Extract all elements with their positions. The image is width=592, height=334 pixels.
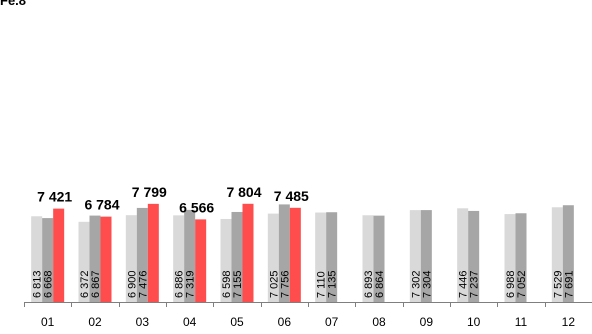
x-tick-label-04: 04 [183,315,197,329]
data-label-series-2-04: 7 319 [185,270,197,298]
x-tick-label-02: 02 [88,315,102,329]
data-label-series-2-10: 7 237 [469,270,481,298]
data-label-series-3-05: 7 804 [226,184,261,200]
data-label-series-3-02: 6 784 [84,197,119,213]
bar-series-1-10 [457,208,469,302]
x-tick-label-06: 06 [278,315,292,329]
bar-series-3-03 [147,203,159,302]
data-label-series-2-08: 6 864 [374,270,386,298]
data-label-series-1-10: 7 446 [458,270,470,298]
data-label-series-2-01: 6 668 [43,270,55,298]
data-label-series-3-06: 7 485 [274,188,309,204]
x-tick-label-08: 08 [372,315,386,329]
bar-series-1-05 [220,218,232,302]
data-label-series-1-04: 6 886 [174,270,186,298]
bar-series-3-06 [289,207,301,302]
corner-label: Fe.8 [0,0,27,8]
data-label-series-2-09: 7 304 [421,270,433,298]
bar-series-1-12 [551,207,563,302]
bar-series-1-09 [409,210,421,302]
data-label-series-1-03: 6 900 [126,270,138,298]
bar-series-2-02 [89,215,101,302]
data-label-series-2-11: 7 052 [516,270,528,298]
bar-series-1-07 [315,212,327,302]
bar-series-2-07 [326,212,338,302]
bar-series-1-03 [125,215,137,302]
bar-series-1-06 [267,213,279,302]
bar-series-3-05 [242,203,254,302]
data-label-series-3-03: 7 799 [132,184,167,200]
x-tick-label-11: 11 [515,315,528,329]
bar-series-2-10 [468,210,480,302]
bar-series-2-04 [184,209,196,302]
bar-series-1-08 [362,215,374,302]
x-tick-label-09: 09 [420,315,434,329]
data-label-series-2-02: 6 867 [90,270,102,298]
bar-series-2-12 [562,205,574,302]
x-tick-label-07: 07 [325,315,339,329]
data-label-series-1-09: 7 302 [410,270,422,298]
x-tick-label-03: 03 [136,315,150,329]
data-label-series-1-05: 6 598 [221,270,233,298]
data-label-series-2-05: 7 155 [232,270,244,298]
bar-series-3-04 [195,219,207,302]
data-label-series-2-06: 7 756 [279,270,291,298]
x-tick-label-12: 12 [562,315,576,329]
bar-series-3-01 [53,208,65,302]
bar-series-1-11 [504,214,516,302]
data-label-series-2-03: 7 476 [137,270,149,298]
data-label-series-2-12: 7 691 [563,270,575,298]
x-tick-label-10: 10 [467,315,481,329]
data-label-series-2-07: 7 135 [327,270,339,298]
bar-series-2-06 [278,204,290,302]
bar-series-2-03 [136,207,148,302]
data-label-series-1-02: 6 372 [79,270,91,298]
data-label-series-1-06: 7 025 [268,270,280,298]
bar-series-2-11 [515,213,527,302]
data-label-series-1-07: 7 110 [316,271,328,298]
data-label-series-1-08: 6 893 [363,270,375,298]
bar-series-2-08 [373,215,385,302]
bar-series-2-09 [420,210,432,302]
bar-series-2-01 [42,218,54,302]
x-tick-label-05: 05 [230,315,244,329]
data-label-series-3-04: 6 566 [179,199,214,215]
bar-series-3-02 [100,216,112,302]
x-tick-label-01: 01 [41,315,55,329]
bar-series-2-05 [231,211,243,302]
bar-series-1-02 [78,221,90,302]
data-label-series-3-01: 7 421 [37,189,72,205]
bar-series-1-01 [31,216,43,302]
data-label-series-1-11: 6 988 [505,270,517,298]
bar-series-1-04 [173,215,185,302]
data-label-series-1-01: 6 813 [32,270,44,298]
data-label-series-1-12: 7 529 [552,270,564,298]
